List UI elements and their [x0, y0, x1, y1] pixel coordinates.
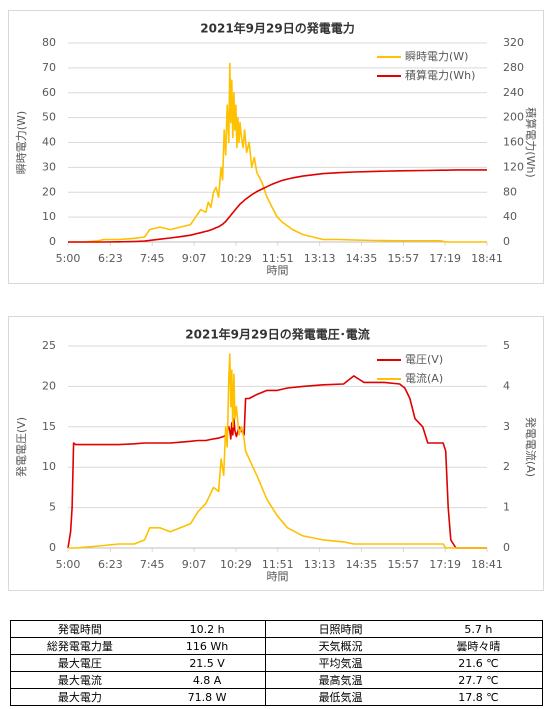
y2-tick-label: 2 — [503, 460, 510, 473]
y-tick-label: 15 — [42, 420, 56, 433]
x-tick-label: 15:57 — [387, 558, 419, 571]
x-tick-label: 10:29 — [220, 558, 252, 571]
x-tick-label: 6:23 — [98, 252, 123, 265]
x-tick-label: 18:41 — [471, 558, 503, 571]
table-value: 27.7 ℃ — [414, 671, 543, 689]
y2-tick-label: 0 — [503, 235, 510, 248]
x-tick-label: 17:19 — [429, 558, 461, 571]
y2-axis-title: 積算電力(Wh) — [524, 107, 538, 177]
table-row: 最大電圧 21.5 V 平均気温 21.6 ℃ — [9, 654, 543, 672]
x-tick-label: 11:51 — [262, 252, 294, 265]
legend-label: 電圧(V) — [405, 353, 443, 366]
y2-axis-title: 発電電流(A) — [524, 417, 538, 477]
x-tick-label: 14:35 — [346, 558, 378, 571]
series-line — [67, 375, 487, 549]
y-tick-label: 0 — [49, 541, 56, 554]
x-tick-label: 11:51 — [262, 558, 294, 571]
table-value: 71.8 W — [148, 688, 267, 706]
table-row: 発電時間 10.2 h 日照時間 5.7 h — [9, 620, 543, 638]
series-line — [68, 62, 487, 243]
y-axis-title: 瞬時電力(W) — [15, 111, 28, 174]
table-value: 21.5 V — [148, 654, 267, 672]
y-tick-label: 10 — [42, 460, 56, 473]
x-tick-label: 18:41 — [471, 252, 503, 265]
table-label: 天気概況 — [265, 637, 415, 655]
table-label: 最大電圧 — [9, 654, 149, 672]
x-tick-label: 7:45 — [140, 558, 165, 571]
table-label: 最低気温 — [265, 688, 415, 706]
y-tick-label: 70 — [42, 61, 56, 74]
legend-label: 積算電力(Wh) — [405, 68, 475, 82]
y-axis-title: 発電電圧(V) — [14, 417, 28, 477]
x-axis-title: 時間 — [267, 570, 289, 583]
x-tick-label: 5:00 — [56, 252, 81, 265]
x-tick-label: 9:07 — [182, 558, 207, 571]
legend-label: 電流(A) — [405, 371, 443, 385]
y-tick-label: 50 — [42, 111, 56, 124]
chart-frame — [8, 316, 544, 591]
series-line — [68, 353, 487, 549]
x-tick-label: 10:29 — [220, 252, 252, 265]
y2-tick-label: 280 — [503, 61, 524, 74]
table-value: 116 Wh — [148, 637, 267, 655]
table-value: 21.6 ℃ — [414, 654, 543, 672]
summary-table: 発電時間 10.2 h 日照時間 5.7 h 総発電電力量 116 Wh 天気概況 曇時々晴最… — [9, 620, 543, 706]
y-tick-label: 80 — [42, 36, 56, 49]
y-tick-label: 20 — [42, 379, 56, 392]
y2-tick-label: 4 — [503, 379, 510, 392]
table-label: 発電時間 — [9, 620, 149, 638]
y2-tick-label: 320 — [503, 36, 524, 49]
table-row: 最大電力 71.8 W 最低気温 17.8 ℃ — [9, 688, 543, 706]
table-label: 平均気温 — [265, 654, 415, 672]
x-tick-label: 14:35 — [346, 252, 378, 265]
table-label: 日照時間 — [265, 620, 415, 638]
y-tick-label: 0 — [49, 235, 56, 248]
table-label: 最大電流 — [9, 671, 149, 689]
charts: 2021年9月29日の発電電力0102030405060708004080120… — [8, 10, 544, 591]
table-value: 5.7 h — [414, 620, 543, 638]
y2-tick-label: 240 — [503, 86, 524, 99]
y2-tick-label: 5 — [503, 339, 510, 352]
x-tick-label: 7:45 — [140, 252, 165, 265]
legend-label: 瞬時電力(W) — [405, 50, 468, 63]
table-value: 10.2 h — [148, 620, 267, 638]
chart-frame — [8, 10, 544, 284]
series-line — [68, 169, 487, 243]
y-tick-label: 25 — [42, 339, 56, 352]
x-tick-label: 5:00 — [56, 558, 81, 571]
y2-tick-label: 200 — [503, 111, 524, 124]
x-tick-label: 6:23 — [98, 558, 123, 571]
table-label: 最高気温 — [265, 671, 415, 689]
x-tick-label: 13:13 — [304, 558, 336, 571]
y2-tick-label: 160 — [503, 136, 524, 149]
y-tick-label: 10 — [42, 210, 56, 223]
y-tick-label: 40 — [42, 136, 56, 149]
y2-tick-label: 40 — [503, 210, 517, 223]
table-value: 17.8 ℃ — [414, 688, 543, 706]
y2-tick-label: 120 — [503, 160, 524, 173]
table-row: 最大電流 4.8 A 最高気温 27.7 ℃ — [9, 671, 543, 689]
x-tick-label: 15:57 — [387, 252, 419, 265]
chart-title: 2021年9月29日の発電電圧･電流 — [185, 327, 369, 342]
x-axis-title: 時間 — [267, 264, 289, 277]
table-label: 最大電力 — [9, 688, 149, 706]
table-value: 曇時々晴 — [414, 637, 543, 655]
table-value: 4.8 A — [148, 671, 267, 689]
y-tick-label: 20 — [42, 185, 56, 198]
chart-title: 2021年9月29日の発電電力 — [200, 21, 354, 36]
y2-tick-label: 1 — [503, 501, 510, 514]
x-tick-label: 9:07 — [182, 252, 207, 265]
y-tick-label: 30 — [42, 160, 56, 173]
y2-tick-label: 80 — [503, 185, 517, 198]
x-tick-label: 17:19 — [429, 252, 461, 265]
x-tick-label: 13:13 — [304, 252, 336, 265]
y2-tick-label: 3 — [503, 420, 510, 433]
y2-tick-label: 0 — [503, 541, 510, 554]
y-tick-label: 5 — [49, 501, 56, 514]
y-tick-label: 60 — [42, 86, 56, 99]
table-row: 総発電電力量 116 Wh 天気概況 曇時々晴 — [9, 637, 543, 655]
table-label: 総発電電力量 — [9, 637, 149, 655]
